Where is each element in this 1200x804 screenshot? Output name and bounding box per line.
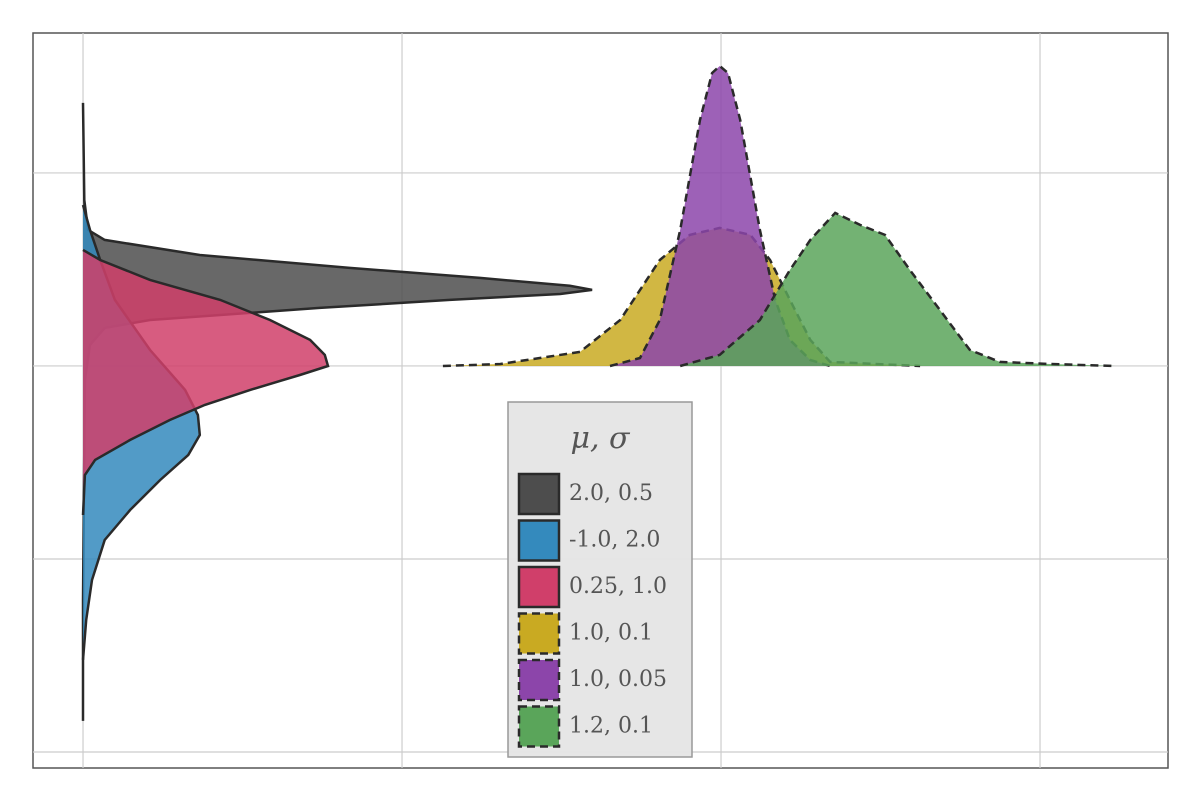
density-line (679, 211, 1116, 368)
legend-label: 2.0, 0.5 (569, 481, 653, 506)
density-area (610, 66, 831, 366)
density-area (83, 249, 328, 515)
legend-label: 1.0, 0.05 (569, 667, 667, 692)
legend-label: 1.2, 0.1 (569, 714, 653, 739)
legend-title: μ, σ (570, 421, 631, 456)
legend-label: 1.0, 0.1 (569, 621, 653, 646)
density-area (83, 102, 593, 721)
legend-swatch (517, 658, 561, 702)
legend-swatch (517, 472, 561, 516)
density-area (680, 212, 1116, 366)
density-line (81, 248, 330, 516)
legend-label: 0.25, 1.0 (569, 574, 667, 599)
legend-swatch (517, 612, 561, 655)
legend-label: -1.0, 2.0 (569, 528, 660, 553)
legend-swatch (517, 519, 561, 562)
legend-swatch (517, 705, 561, 748)
legend-swatch (517, 565, 561, 609)
